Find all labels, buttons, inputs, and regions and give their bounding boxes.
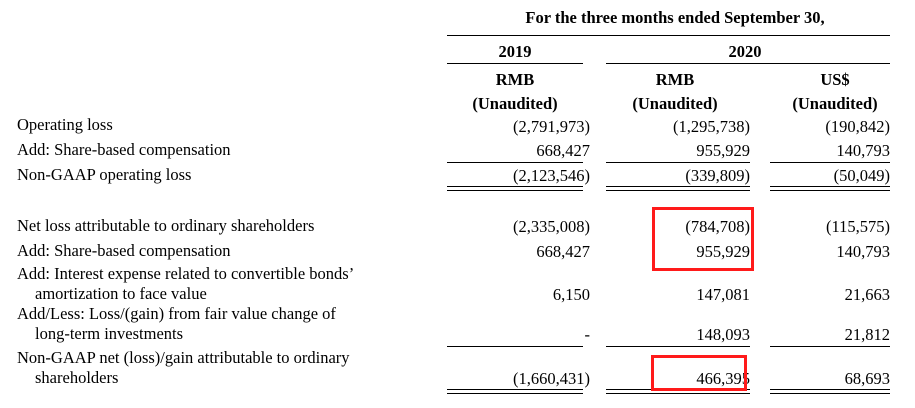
total-double-rule	[770, 186, 890, 191]
row-label-cont: shareholders	[35, 368, 119, 387]
col3-currency: US$	[820, 70, 850, 89]
cell-2020-rmb: 148,093	[696, 325, 750, 344]
row-label: Add: Interest expense related to convert…	[17, 264, 355, 283]
row-label: Add/Less: Loss/(gain) from fair value ch…	[17, 304, 336, 323]
year-2019-rule	[447, 63, 583, 64]
row-label: Net loss attributable to ordinary shareh…	[17, 216, 315, 235]
cell-2020-rmb: 466,395	[696, 369, 750, 388]
cell-2020-rmb: 147,081	[696, 285, 750, 304]
cell-2020-rmb: (784,708)	[685, 217, 750, 236]
cell-2020-usd: 140,793	[836, 141, 890, 160]
total-double-rule	[447, 186, 583, 191]
cell-2019-rmb: (1,660,431)	[513, 369, 590, 388]
total-double-rule	[447, 389, 583, 394]
cell-2019-rmb: (2,791,973)	[513, 117, 590, 136]
year-2020: 2020	[728, 42, 762, 61]
cell-2020-usd: (190,842)	[825, 117, 890, 136]
subtotal-rule	[770, 162, 890, 163]
row-label-cont: long-term investments	[35, 324, 184, 343]
cell-2020-usd: 21,812	[844, 325, 890, 344]
col3-status: (Unaudited)	[792, 94, 878, 113]
cell-2020-usd: 140,793	[836, 242, 890, 261]
subtotal-rule	[606, 346, 750, 347]
highlight-box	[652, 207, 754, 271]
year-2019: 2019	[498, 42, 532, 61]
cell-2020-rmb: (1,295,738)	[673, 117, 750, 136]
row-label: Add: Share-based compensation	[17, 241, 231, 260]
row-label-cont: amortization to face value	[35, 284, 207, 303]
cell-2020-rmb: (339,809)	[685, 166, 750, 185]
cell-2020-rmb: 955,929	[696, 141, 750, 160]
cell-2019-rmb: (2,123,546)	[513, 166, 590, 185]
cell-2019-rmb: 6,150	[552, 285, 590, 304]
cell-2019-rmb: 668,427	[536, 242, 590, 261]
subtotal-rule	[447, 346, 583, 347]
header-rule	[447, 35, 890, 36]
subtotal-rule	[770, 346, 890, 347]
highlight-box	[651, 355, 747, 391]
row-label: Non-GAAP net (loss)/gain attributable to…	[17, 348, 350, 367]
cell-2020-usd: (115,575)	[825, 217, 890, 236]
subtotal-rule	[447, 162, 583, 163]
total-double-rule	[606, 186, 750, 191]
row-label: Non-GAAP operating loss	[17, 165, 192, 184]
cell-2020-usd: 21,663	[844, 285, 890, 304]
row-label: Operating loss	[17, 115, 113, 134]
col1-status: (Unaudited)	[472, 94, 558, 113]
cell-2019-rmb: -	[584, 325, 591, 344]
total-double-rule	[770, 389, 890, 394]
col1-currency: RMB	[495, 70, 535, 89]
row-label: Add: Share-based compensation	[17, 140, 231, 159]
cell-2019-rmb: 668,427	[536, 141, 590, 160]
cell-2020-usd: (50,049)	[833, 166, 890, 185]
period-header: For the three months ended September 30,	[525, 8, 825, 27]
col2-currency: RMB	[655, 70, 695, 89]
cell-2020-usd: 68,693	[844, 369, 890, 388]
year-2020-rule	[606, 63, 890, 64]
col2-status: (Unaudited)	[632, 94, 718, 113]
subtotal-rule	[606, 162, 750, 163]
cell-2019-rmb: (2,335,008)	[513, 217, 590, 236]
cell-2020-rmb: 955,929	[696, 242, 750, 261]
